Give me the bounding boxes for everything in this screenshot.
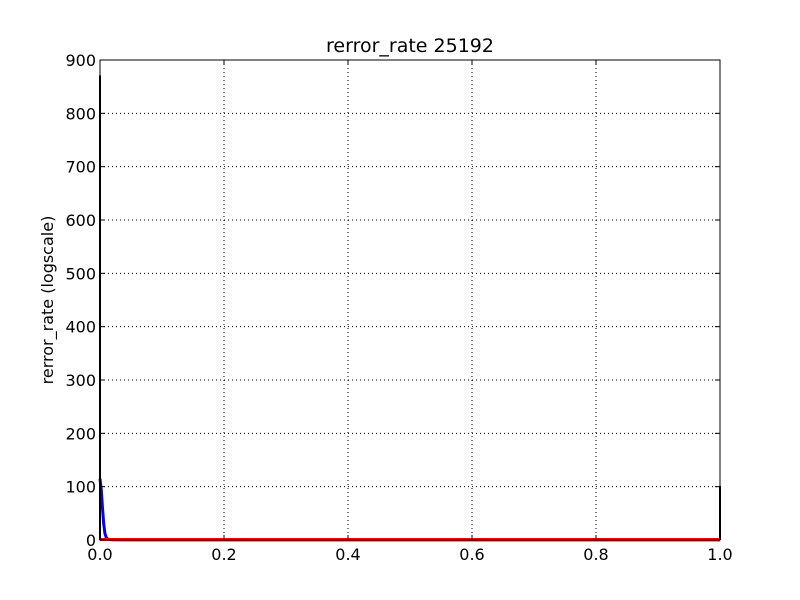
y-tick-label: 500	[65, 264, 96, 283]
y-tick-label: 900	[65, 51, 96, 70]
y-tick-label: 400	[65, 318, 96, 337]
y-tick-label: 200	[65, 424, 96, 443]
ticks: 0.0 0.2 0.4 0.6 0.8 1.0 0 100 200 300 400 500 600 700…	[65, 51, 732, 564]
y-tick-label: 100	[65, 478, 96, 497]
x-tick-label: 0.0	[87, 545, 112, 564]
x-tick-label: 0.8	[583, 545, 608, 564]
y-tick-label: 600	[65, 211, 96, 230]
x-tick-label: 0.6	[459, 545, 484, 564]
x-tick-label: 0.4	[335, 545, 360, 564]
y-tick-label: 800	[65, 104, 96, 123]
x-tick-label: 1.0	[707, 545, 732, 564]
y-tick-label: 0	[86, 531, 96, 550]
y-tick-label: 700	[65, 158, 96, 177]
chart-title: rerror_rate 25192	[326, 35, 494, 57]
x-tick-label: 0.2	[211, 545, 236, 564]
plot-frame	[99, 59, 721, 541]
y-tick-label: 300	[65, 371, 96, 390]
y-axis-label: rerror_rate (logscale)	[38, 216, 58, 385]
